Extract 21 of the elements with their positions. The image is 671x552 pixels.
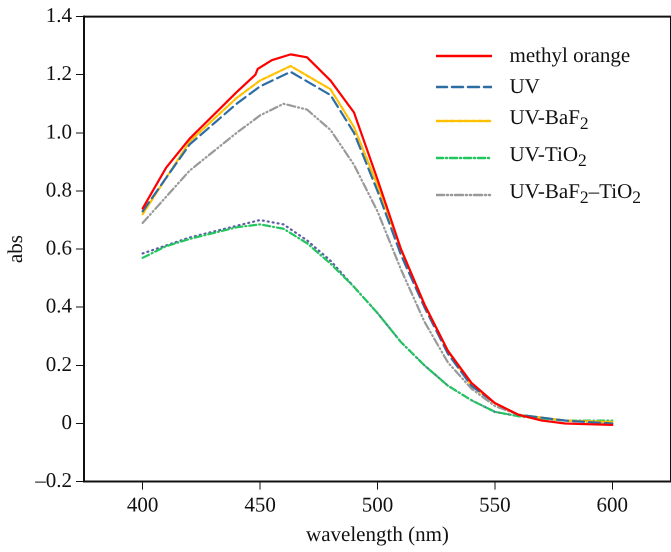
legend-label: UV-TiO$_{2}$ — [510, 141, 587, 172]
legend-label: UV — [510, 73, 540, 100]
legend-label: methyl orange — [510, 42, 630, 69]
x-axis-title: wavelength (nm) — [306, 522, 449, 546]
y-tick-label: –0.2 — [34, 468, 72, 492]
legend-label: UV-BaF$_{2}$–TiO$_{2}$ — [510, 178, 641, 210]
x-tick-label: 450 — [244, 492, 276, 517]
x-tick-label: 550 — [479, 492, 511, 517]
y-axis-title: abs — [3, 235, 28, 264]
x-tick-label: 600 — [596, 492, 628, 517]
y-tick-label: 0 — [61, 410, 72, 434]
y-tick-label: 1.4 — [46, 3, 72, 28]
y-tick-label: 0.6 — [46, 236, 72, 260]
y-tick-label: 1.2 — [46, 61, 72, 86]
legend-label: UV-BaF$_{2}$ — [510, 104, 589, 136]
y-tick-label: 1.0 — [46, 119, 72, 144]
x-tick-label: 500 — [362, 492, 394, 517]
y-tick-label: 0.4 — [46, 294, 72, 318]
x-tick-label: 400 — [126, 492, 158, 517]
y-tick-label: 0.2 — [46, 352, 72, 376]
y-tick-label: 0.8 — [46, 177, 72, 202]
